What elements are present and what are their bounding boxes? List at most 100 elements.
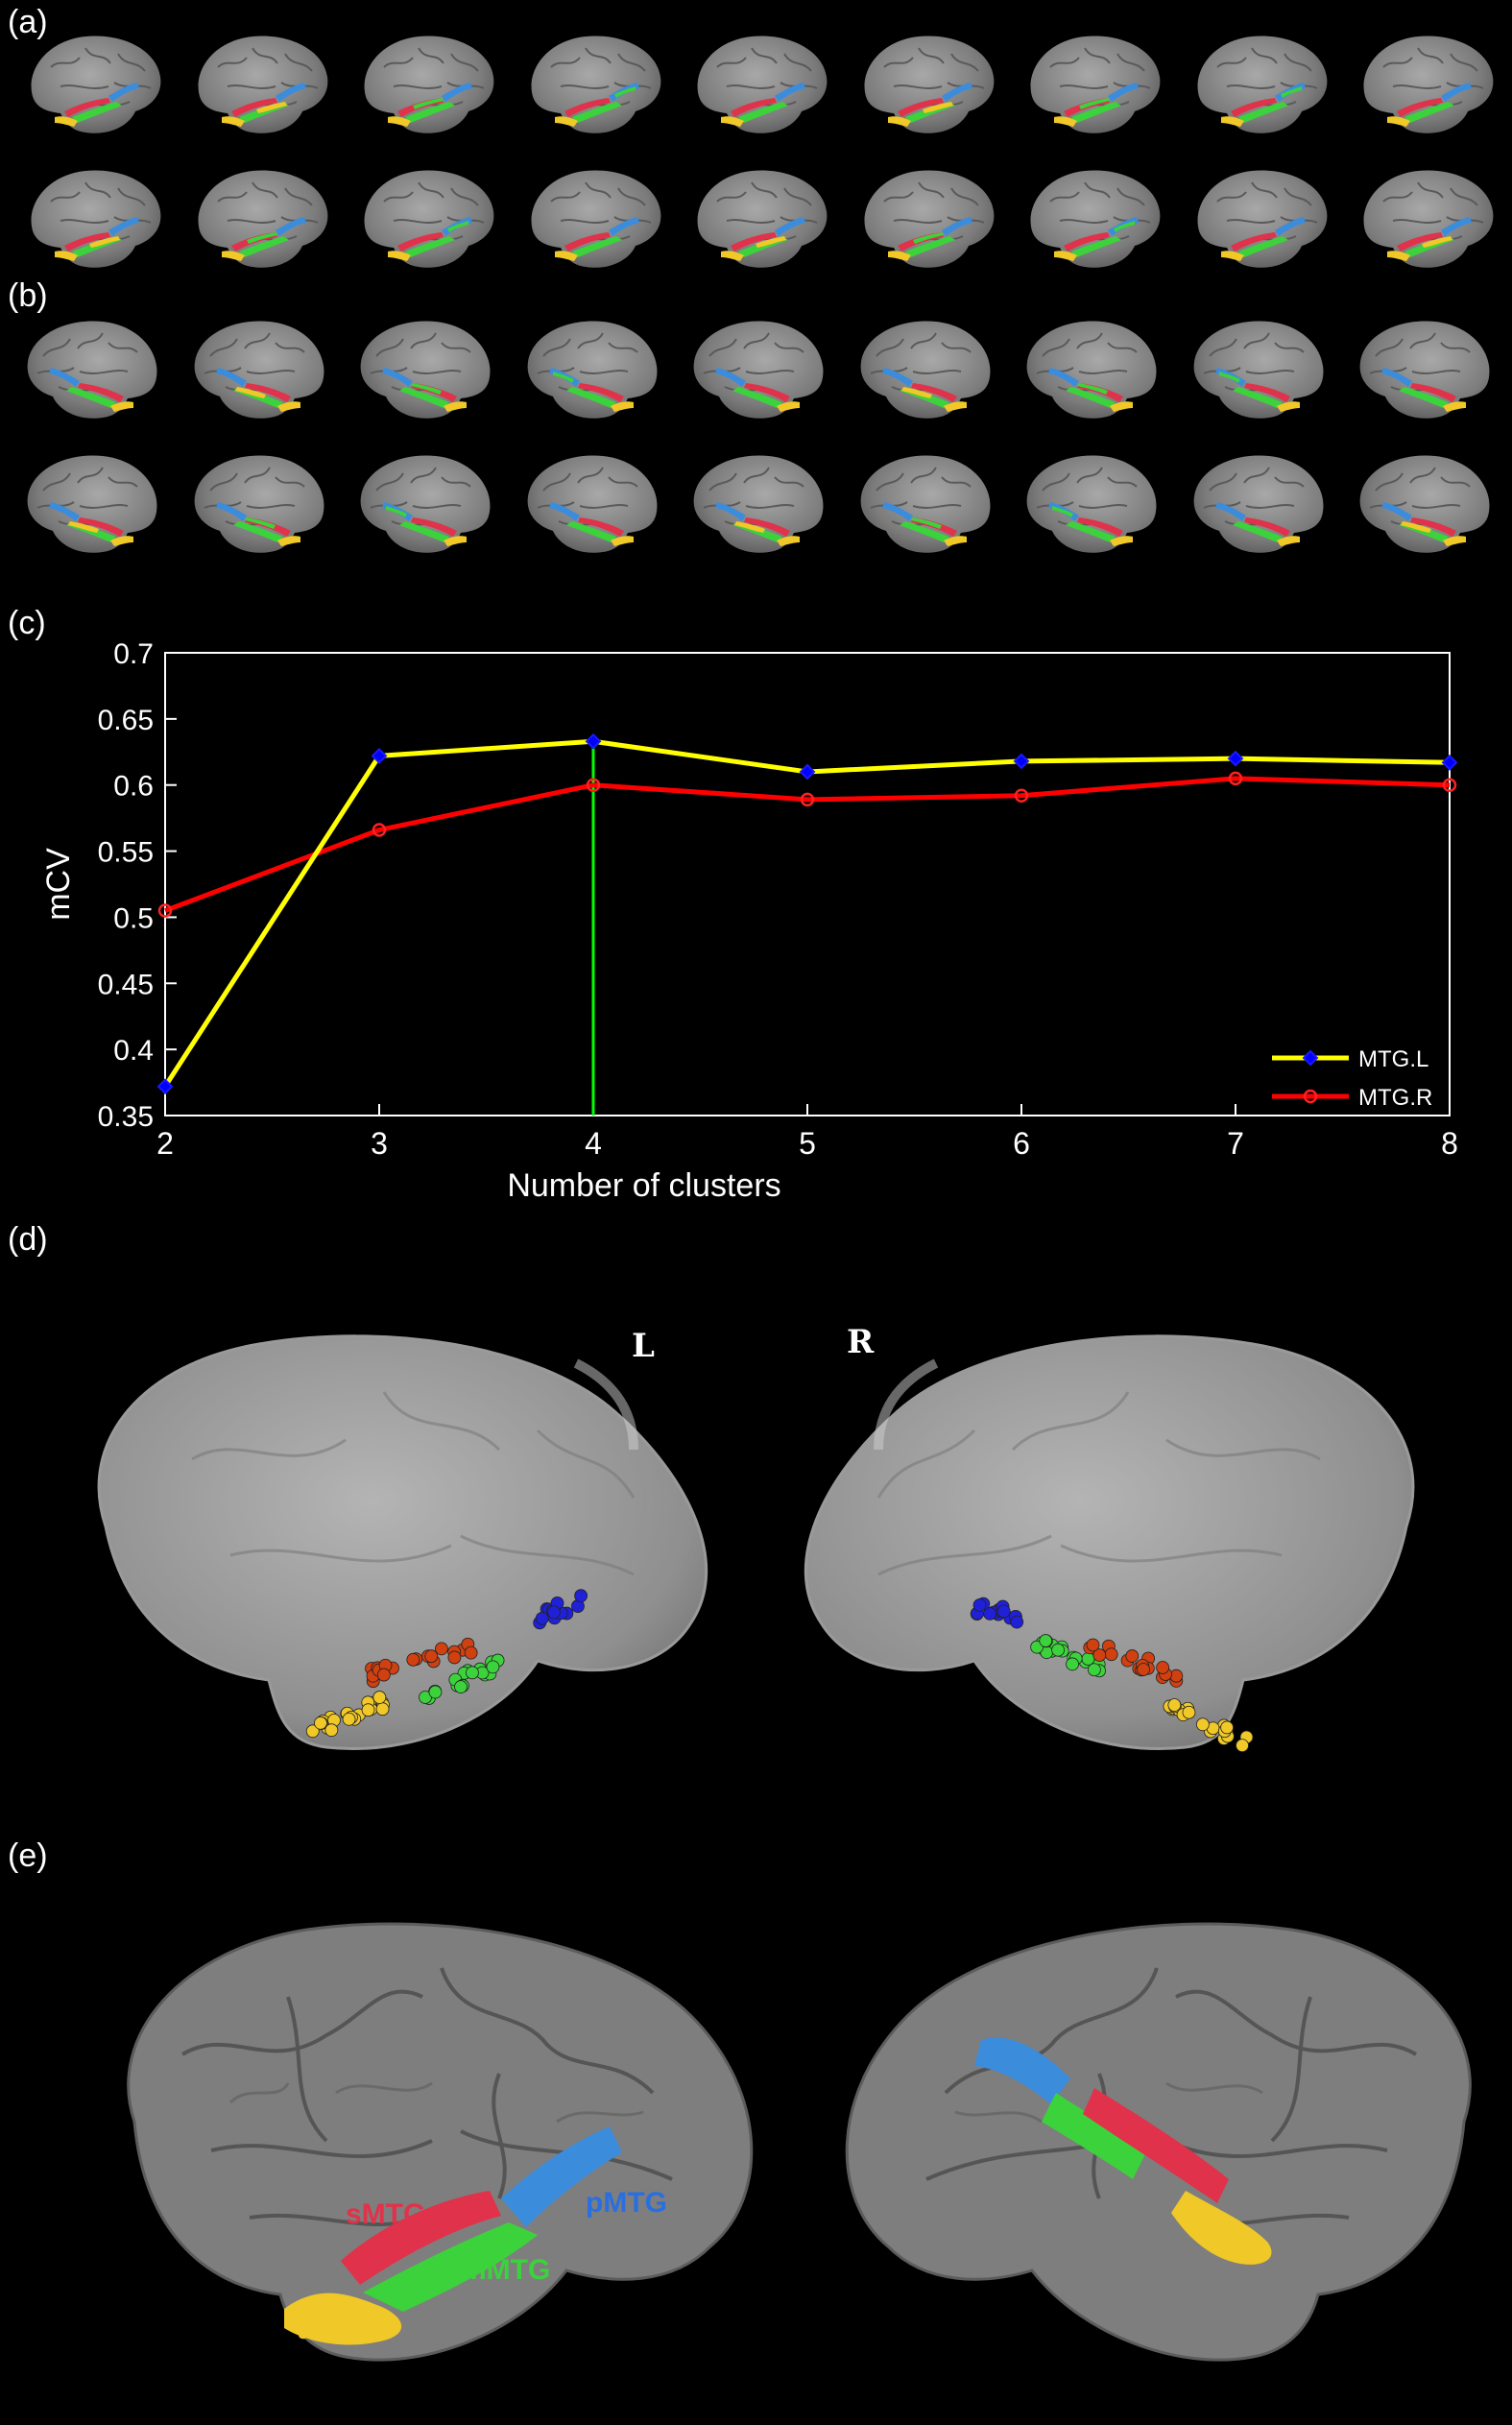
seed-point <box>305 1724 320 1739</box>
panel-a-brain-thumbnail <box>855 163 999 276</box>
seed-point <box>361 1703 375 1717</box>
seed-point <box>1081 1652 1095 1666</box>
panel-a-brain-thumbnail <box>1188 163 1332 276</box>
seed-point <box>1092 1648 1107 1663</box>
seed-point <box>1104 1647 1118 1662</box>
y-tick-label: 0.6 <box>113 771 154 803</box>
seed-point <box>547 1605 561 1620</box>
legend-marker <box>1303 1089 1318 1104</box>
hemisphere-right-label: R <box>847 1323 875 1361</box>
seed-point <box>424 1649 439 1664</box>
glass-brains <box>97 1334 1415 1753</box>
panel-b-brain-thumbnail <box>355 314 499 427</box>
panel-b-brain-thumbnail <box>855 448 999 562</box>
panel-a-thumbnail-grid <box>17 10 1500 278</box>
seed-points-right <box>970 1597 1254 1753</box>
parcels-left <box>284 2126 622 2345</box>
panel-a-brain-thumbnail <box>189 29 333 142</box>
panel-a: (a) <box>0 0 1512 278</box>
legend-entry: MTG.R <box>1358 1085 1432 1111</box>
seed-point <box>1182 1705 1196 1719</box>
seed-point <box>1195 1717 1210 1732</box>
panel-b-brain-thumbnail <box>189 448 333 562</box>
panel-a-brain-thumbnail <box>522 29 666 142</box>
panel-b-brain-thumbnail <box>855 314 999 427</box>
data-point-mtg-l <box>156 1078 174 1095</box>
legend-entry: MTG.L <box>1358 1046 1428 1072</box>
x-tick-label: 4 <box>585 1126 602 1161</box>
seed-point <box>486 1660 500 1674</box>
region-label-pmtg: pMTG <box>586 2187 667 2219</box>
data-point-mtg-l <box>371 748 388 764</box>
seed-point <box>1066 1657 1079 1671</box>
seed-point <box>1236 1739 1249 1753</box>
panel-b-brain-thumbnail <box>355 448 499 562</box>
panel-a-brain-thumbnail <box>1021 163 1165 276</box>
glass-brain-right <box>804 1334 1415 1751</box>
panel-a-brain-thumbnail <box>522 163 666 276</box>
seed-point <box>1156 1661 1170 1674</box>
y-tick-label: 0.4 <box>113 1035 154 1067</box>
y-tick-label: 0.5 <box>113 902 154 934</box>
seed-point <box>342 1712 356 1726</box>
mtg-parcel <box>363 2222 538 2312</box>
glass-brain-left <box>97 1334 708 1751</box>
panel-b-label: (b) <box>8 277 48 314</box>
x-axis-label: Number of clusters <box>507 1167 780 1204</box>
y-tick-label: 0.45 <box>98 969 154 1000</box>
seed-point <box>574 1589 588 1603</box>
seed-point <box>376 1668 391 1682</box>
panel-b-thumbnail-grid <box>17 295 1500 564</box>
seed-point <box>1088 1663 1101 1677</box>
panel-b-brain-thumbnail <box>1021 314 1165 427</box>
mcv-line-chart: 0.35 0.4 0.45 0.5 0.55 0.6 0.65 0.7 2 3 4 5 6 7 8 Numbe… <box>40 638 1458 1204</box>
data-point-mtg-l <box>1013 753 1030 770</box>
panel-e-label: (e) <box>8 1837 48 1874</box>
seed-point <box>1010 1615 1024 1629</box>
seed-point <box>314 1716 327 1730</box>
x-tick-label: 6 <box>1013 1126 1030 1161</box>
panel-a-brain-thumbnail <box>189 163 333 276</box>
seed-point <box>1220 1720 1235 1735</box>
seed-point <box>406 1652 420 1667</box>
panel-b-brain-thumbnail <box>1355 314 1499 427</box>
seed-point <box>996 1604 1011 1619</box>
seed-point <box>464 1645 478 1660</box>
panel-a-brain-thumbnail <box>1021 29 1165 142</box>
y-tick-label: 0.65 <box>98 705 154 736</box>
x-tick-label: 5 <box>799 1126 816 1161</box>
seed-point <box>1125 1649 1140 1663</box>
region-label-amtg: aMTG <box>298 2314 378 2345</box>
panel-b-brain-thumbnail <box>22 314 166 427</box>
panel-b-brain-thumbnail <box>1021 448 1165 562</box>
y-axis-label: mCV <box>40 848 77 921</box>
seed-point <box>435 1642 448 1656</box>
surface-brain-left <box>127 1922 754 2362</box>
seed-point <box>535 1611 549 1625</box>
panel-b-brain-thumbnail <box>1188 448 1332 562</box>
panel-a-brain-thumbnail <box>1188 29 1332 142</box>
seed-point <box>372 1691 387 1704</box>
panel-b-brain-thumbnail <box>688 448 832 562</box>
data-point-mtg-r <box>800 792 815 807</box>
panel-b-brain-thumbnail <box>1188 314 1332 427</box>
mtg-parcel <box>341 2191 501 2285</box>
data-point-mtg-l <box>1441 754 1458 771</box>
seed-point <box>972 1598 987 1612</box>
region-label-smtg: sMTG <box>346 2198 426 2230</box>
seed-point <box>324 1723 339 1738</box>
mtg-parcel <box>1042 2093 1147 2179</box>
seed-point <box>428 1685 443 1699</box>
x-tick-label: 8 <box>1441 1126 1458 1161</box>
panel-a-brain-thumbnail <box>1355 163 1499 276</box>
mtg-parcel <box>284 2293 402 2345</box>
plot-frame <box>164 652 1451 1116</box>
data-point-mtg-r <box>1442 778 1457 792</box>
panel-d-label: (d) <box>8 1221 48 1258</box>
panel-b: (b) <box>0 274 1512 571</box>
seed-point <box>454 1680 468 1693</box>
data-point-mtg-r <box>157 903 173 918</box>
data-point-mtg-l <box>1227 750 1244 767</box>
seed-point <box>1167 1698 1182 1712</box>
legend-marker <box>1302 1049 1319 1067</box>
